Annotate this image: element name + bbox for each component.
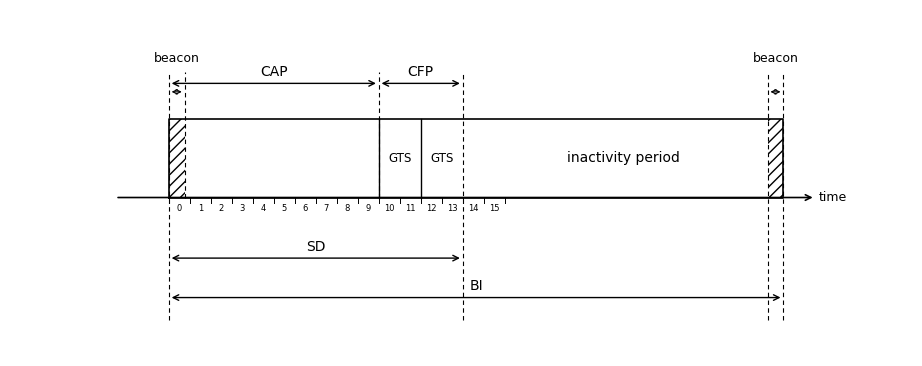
Bar xyxy=(169,119,184,198)
Text: GTS: GTS xyxy=(388,152,411,165)
Text: 11: 11 xyxy=(405,204,416,213)
Text: 15: 15 xyxy=(489,204,500,213)
Text: CFP: CFP xyxy=(408,65,433,79)
Text: SD: SD xyxy=(306,240,325,254)
Text: 4: 4 xyxy=(261,204,266,213)
Text: 5: 5 xyxy=(281,204,287,213)
Text: 9: 9 xyxy=(366,204,371,213)
Text: BI: BI xyxy=(469,279,483,293)
Text: time: time xyxy=(819,191,847,204)
Text: 2: 2 xyxy=(219,204,224,213)
Text: inactivity period: inactivity period xyxy=(567,151,680,165)
Text: GTS: GTS xyxy=(430,152,454,165)
Text: 8: 8 xyxy=(345,204,350,213)
Text: 3: 3 xyxy=(240,204,245,213)
Text: 6: 6 xyxy=(302,204,308,213)
Text: 0: 0 xyxy=(177,204,182,213)
Text: 1: 1 xyxy=(197,204,203,213)
Text: beacon: beacon xyxy=(752,52,798,65)
Text: 12: 12 xyxy=(426,204,436,213)
Text: CAP: CAP xyxy=(260,65,288,79)
Bar xyxy=(768,119,784,198)
Text: 7: 7 xyxy=(324,204,329,213)
Text: 13: 13 xyxy=(447,204,457,213)
Text: 10: 10 xyxy=(384,204,395,213)
Text: 14: 14 xyxy=(468,204,479,213)
Text: beacon: beacon xyxy=(154,52,200,65)
